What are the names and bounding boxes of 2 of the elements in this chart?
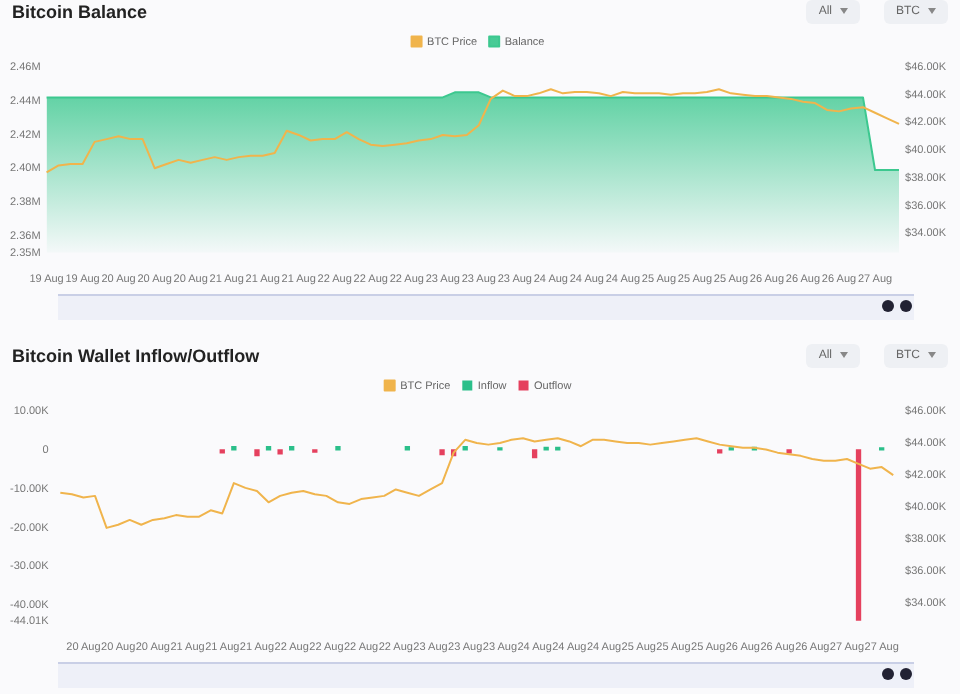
chart-title: Bitcoin Wallet Inflow/Outflow	[12, 346, 260, 366]
chart-title: Bitcoin Balance	[12, 2, 148, 22]
